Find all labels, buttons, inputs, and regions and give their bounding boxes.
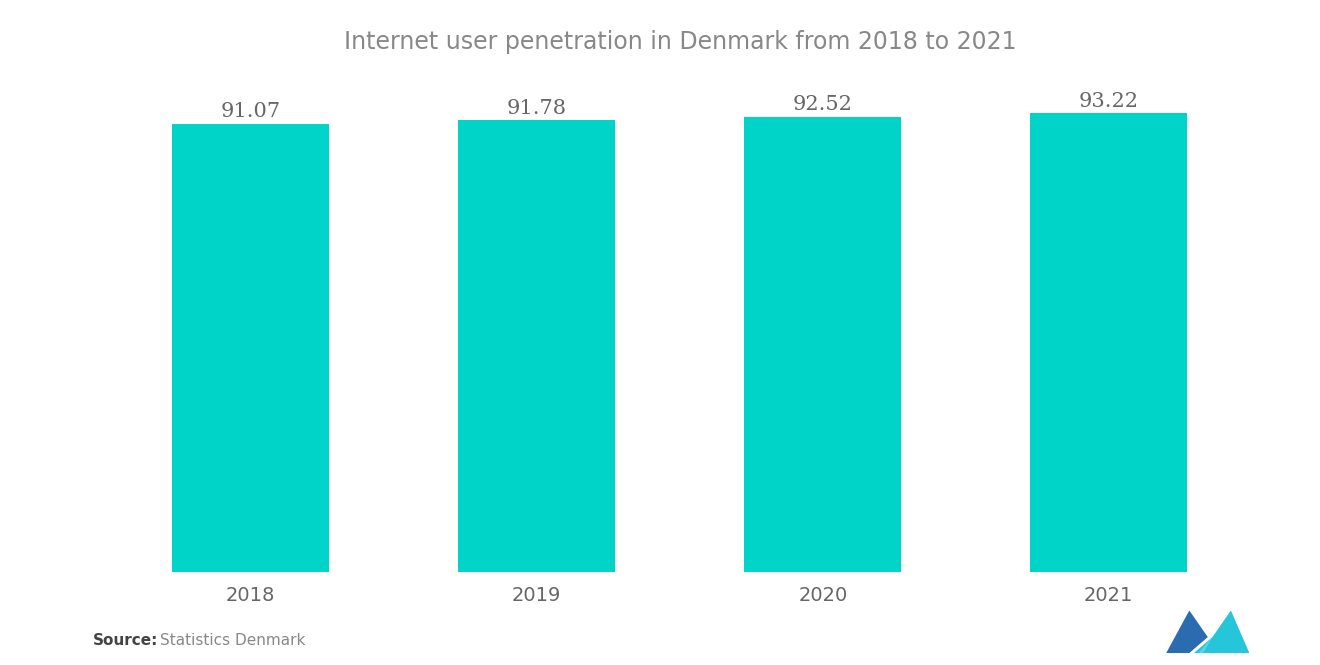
Text: Statistics Denmark: Statistics Denmark bbox=[160, 633, 305, 648]
Bar bbox=[744, 116, 902, 572]
Polygon shape bbox=[1199, 637, 1213, 653]
Polygon shape bbox=[1195, 610, 1250, 653]
Bar bbox=[172, 124, 330, 572]
Bar bbox=[1030, 113, 1188, 572]
Title: Internet user penetration in Denmark from 2018 to 2021: Internet user penetration in Denmark fro… bbox=[343, 30, 1016, 55]
Polygon shape bbox=[1166, 610, 1208, 653]
Text: 91.78: 91.78 bbox=[507, 99, 566, 118]
Text: Source:: Source: bbox=[92, 633, 158, 648]
Text: 93.22: 93.22 bbox=[1078, 92, 1139, 110]
Text: 92.52: 92.52 bbox=[793, 95, 853, 114]
Text: 91.07: 91.07 bbox=[220, 102, 281, 121]
Bar bbox=[458, 120, 615, 572]
